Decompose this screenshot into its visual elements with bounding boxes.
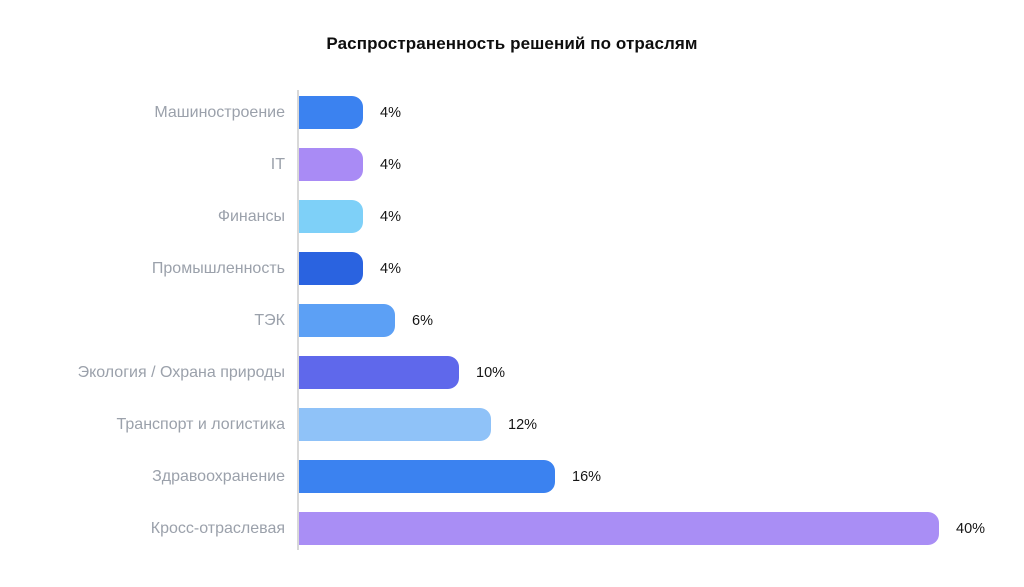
- chart-row: Кросс-отраслевая 40%: [0, 512, 1024, 545]
- bar: [299, 512, 939, 545]
- value-label: 4%: [380, 156, 401, 173]
- value-label: 6%: [412, 312, 433, 329]
- bar: [299, 408, 491, 441]
- chart-row: Машиностроение 4%: [0, 96, 1024, 129]
- value-label: 10%: [476, 364, 506, 381]
- chart-row: Экология / Охрана природы 10%: [0, 356, 1024, 389]
- chart-title: Распространенность решений по отраслям: [326, 34, 698, 53]
- value-label: 4%: [380, 104, 401, 121]
- value-label: 4%: [380, 208, 401, 225]
- category-label: ТЭК: [254, 311, 285, 329]
- y-axis-line: [297, 90, 299, 550]
- category-label: Экология / Охрана природы: [77, 363, 285, 381]
- chart-row: Здравоохранение 16%: [0, 460, 1024, 493]
- bar: [299, 200, 363, 233]
- chart-row: ТЭК 6%: [0, 304, 1024, 337]
- value-label: 40%: [956, 520, 986, 537]
- chart-rows: Машиностроение 4% IT 4% Финансы 4% Промышленно…: [0, 96, 1024, 545]
- category-label: IT: [270, 155, 285, 173]
- category-label: Здравоохранение: [152, 467, 285, 485]
- chart-row: Финансы 4%: [0, 200, 1024, 233]
- bar: [299, 148, 363, 181]
- chart-row: Транспорт и логистика 12%: [0, 408, 1024, 441]
- category-label: Финансы: [217, 207, 285, 225]
- bar: [299, 460, 555, 493]
- category-label: Промышленность: [151, 259, 285, 277]
- chart-row: Промышленность 4%: [0, 252, 1024, 285]
- plot-area: Машиностроение 4% IT 4% Финансы 4% Промышленно…: [0, 96, 1024, 545]
- value-label: 16%: [572, 468, 602, 485]
- category-label: Кросс-отраслевая: [150, 519, 285, 537]
- category-label: Транспорт и логистика: [116, 415, 285, 433]
- value-label: 12%: [508, 416, 538, 433]
- bar: [299, 356, 459, 389]
- bar: [299, 96, 363, 129]
- value-label: 4%: [380, 260, 401, 277]
- category-label: Машиностроение: [154, 103, 285, 121]
- bar: [299, 252, 363, 285]
- bar: [299, 304, 395, 337]
- chart-row: IT 4%: [0, 148, 1024, 181]
